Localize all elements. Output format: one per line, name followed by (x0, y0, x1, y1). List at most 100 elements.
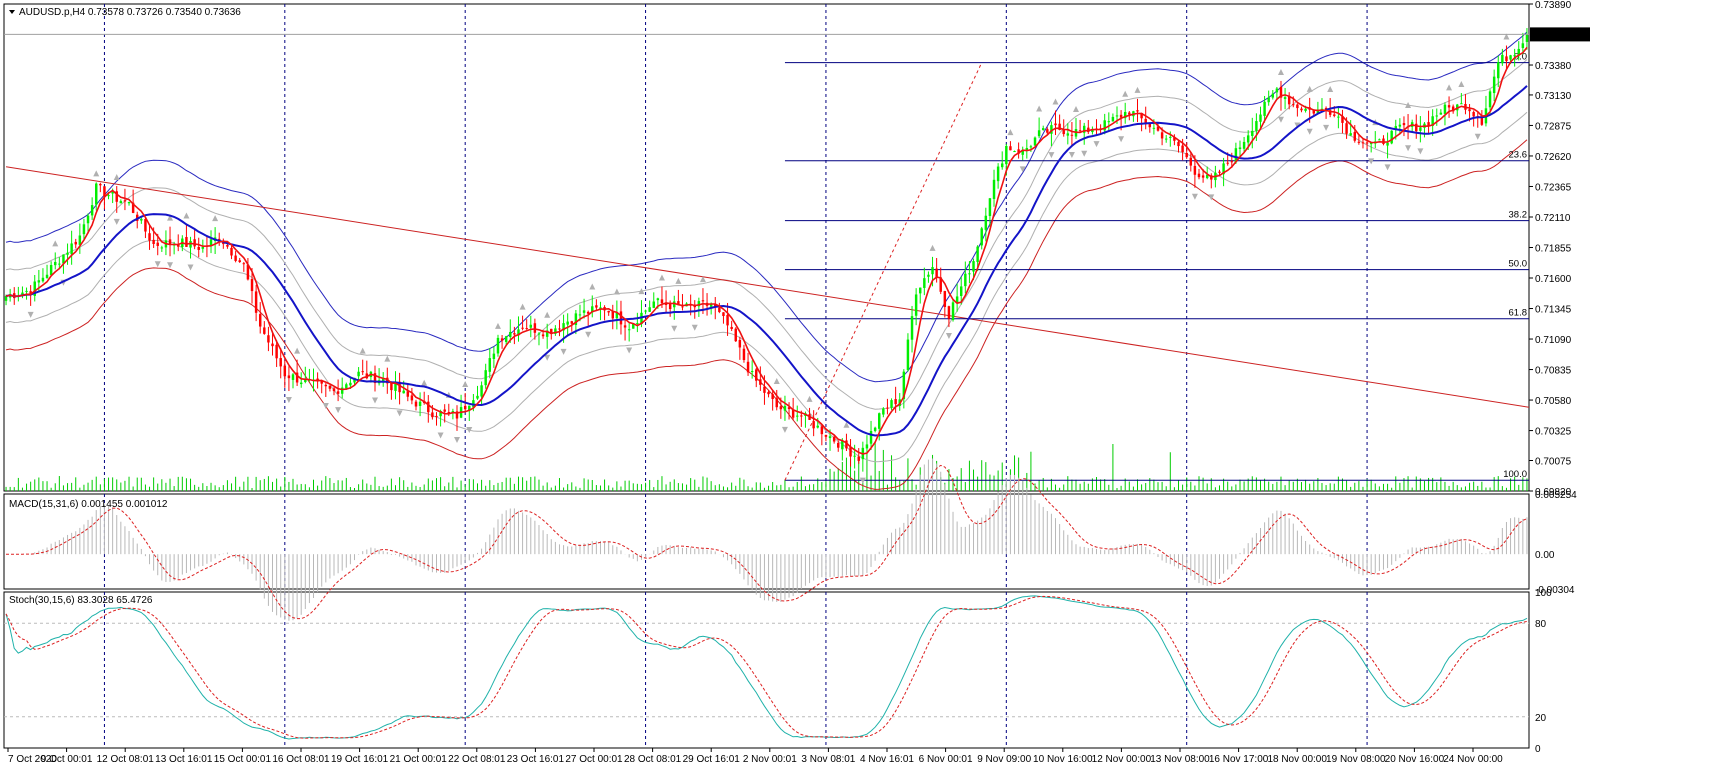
candle-body (763, 386, 766, 393)
time-tick-label: 12 Oct 08:01 (97, 754, 155, 765)
fractal-up-marker (843, 421, 850, 428)
candle-body (894, 399, 897, 405)
stoch-pane-frame (3, 591, 1530, 749)
candle-body (152, 239, 155, 245)
candle-body (332, 388, 336, 392)
candle-body (148, 233, 151, 241)
time-tick-label: 22 Oct 08:01 (448, 754, 506, 765)
candle-body (644, 310, 647, 312)
fractal-down-marker (322, 402, 329, 409)
candle-body (291, 374, 295, 380)
candle-body (1431, 116, 1434, 126)
time-tick-label: 16 Nov 17:00 (1209, 754, 1269, 765)
time-tick-label: 19 Nov 08:00 (1326, 754, 1386, 765)
candle-body (484, 370, 487, 386)
candle-body (1279, 86, 1283, 98)
candle-body (972, 261, 975, 272)
candle-body (869, 430, 873, 444)
candle-body (648, 307, 651, 312)
candle-body (681, 306, 684, 308)
candle-body (1402, 123, 1406, 126)
candle-body (230, 247, 233, 256)
candle-body (513, 333, 516, 335)
candle-body (107, 195, 110, 197)
fractal-up-marker (294, 347, 301, 354)
fractal-down-marker (113, 218, 120, 225)
candle-body (509, 331, 512, 338)
candle-body (902, 371, 906, 400)
candle-body (1505, 56, 1508, 62)
candle-body (595, 305, 598, 308)
candle-body (361, 371, 364, 373)
fractal-down-marker (585, 331, 592, 338)
candle-body (627, 329, 631, 331)
candle-body (1242, 141, 1246, 149)
fast-moving-average (5, 46, 1528, 455)
fractal-down-marker (1068, 152, 1075, 159)
candle-body (70, 243, 73, 255)
candle-body (968, 273, 971, 275)
dropdown-triangle-icon (9, 10, 15, 14)
candle-body (25, 290, 28, 292)
candle-body (935, 268, 938, 278)
candle-body (86, 215, 90, 224)
candle-body (1435, 115, 1438, 117)
time-tick-label: 16 Oct 08:01 (272, 754, 330, 765)
candle-body (1353, 132, 1357, 141)
candle-body (381, 378, 385, 382)
candle-body (103, 186, 106, 197)
candle-body (992, 179, 996, 199)
candle-body (1345, 123, 1348, 134)
candle-body (1033, 137, 1037, 146)
candle-body (1046, 129, 1049, 133)
candle-body (1234, 148, 1238, 163)
candle-body (1017, 149, 1020, 154)
candle-body (238, 260, 241, 263)
candle-body (1415, 123, 1418, 132)
candle-body (99, 183, 102, 186)
time-tick-label: 2 Nov 00:01 (743, 754, 797, 765)
candle-body (197, 246, 200, 250)
candle-body (734, 328, 737, 342)
price-pane-frame (3, 3, 1530, 492)
price-tick-label: 0.73380 (1535, 61, 1572, 72)
candle-body (287, 375, 291, 379)
lower-inner-band (5, 111, 1528, 463)
candle-body (919, 287, 922, 294)
fractal-up-marker (519, 303, 526, 310)
fibonacci-retracement: 0.0 23.6 38.2 50.0 61.8 100.0 (784, 52, 1529, 481)
time-tick-label: 10 Nov 16:00 (1033, 754, 1093, 765)
candle-body (1427, 122, 1430, 126)
candle-body (615, 312, 619, 319)
candle-body (943, 291, 947, 308)
candle-body (1517, 48, 1520, 56)
fractal-down-marker (1048, 152, 1055, 159)
fractal-down-marker (396, 410, 403, 417)
candle-body (1439, 112, 1443, 115)
candle-body (652, 301, 655, 308)
fractal-up-marker (1122, 90, 1129, 97)
price-tick-label: 0.71600 (1535, 274, 1572, 285)
candle-body (1152, 127, 1156, 129)
stoch-label: Stoch(30,15,6) 83.3028 65.4726 (9, 595, 153, 606)
macd-pane: MACD(15,31,6) 0.001455 0.0010120.0052540… (6, 458, 1577, 621)
stoch-axis-label: 20 (1535, 713, 1547, 724)
fib-level-label: 100.0 (1503, 469, 1527, 480)
candle-body (1443, 104, 1447, 114)
candle-body (1226, 162, 1229, 164)
candle-body (1283, 97, 1287, 99)
candle-body (566, 321, 569, 325)
candle-body (779, 406, 783, 410)
candle-body (722, 312, 725, 317)
fractal-up-marker (1052, 98, 1059, 105)
candle-body (1140, 112, 1143, 119)
fractal-down-marker (285, 397, 292, 404)
price-tick-label: 0.71090 (1535, 335, 1572, 346)
fractal-up-marker (1134, 86, 1141, 93)
candle-body (1041, 128, 1045, 131)
fractal-down-marker (1081, 150, 1088, 157)
candle-body (62, 254, 65, 264)
time-tick-label: 19 Oct 16:01 (331, 754, 389, 765)
